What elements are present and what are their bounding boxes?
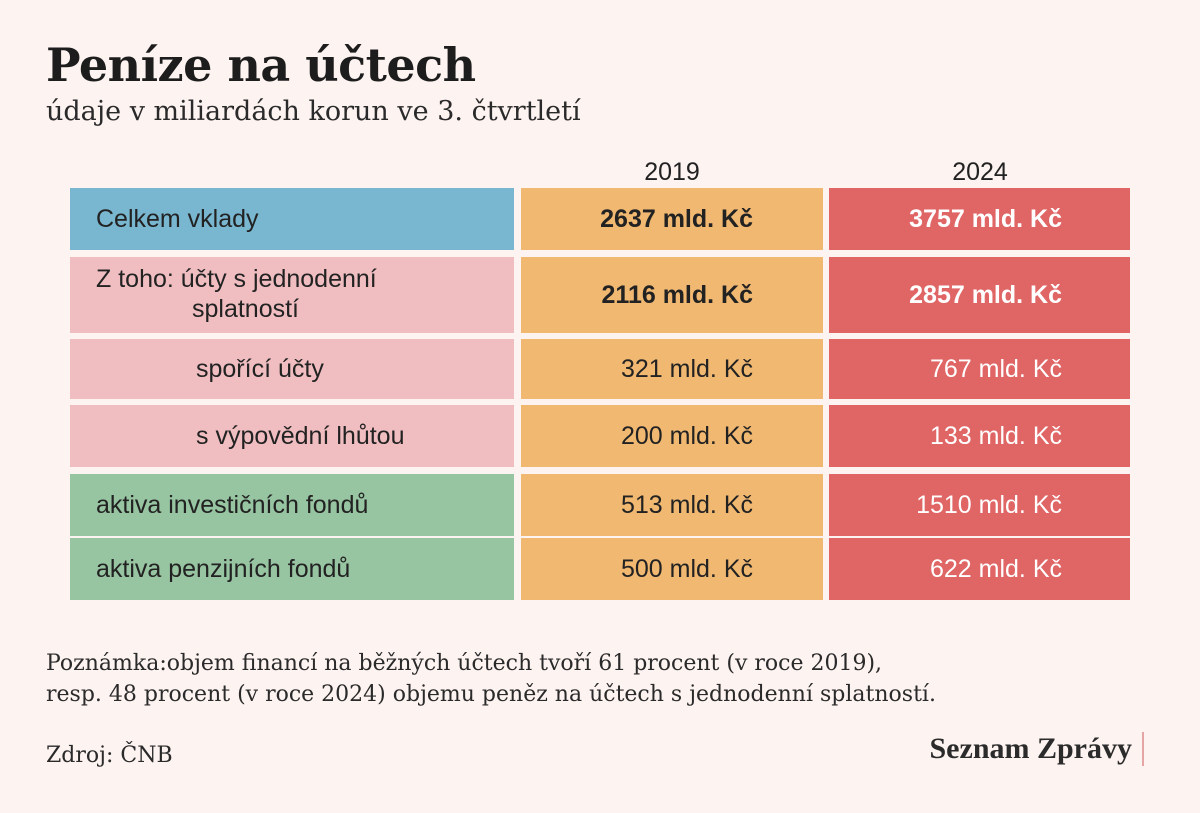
value-2019: 500 mld. Kč bbox=[521, 538, 823, 600]
footnote: Poznámka:objem financí na běžných účtech… bbox=[46, 648, 1146, 710]
value-2024: 133 mld. Kč bbox=[829, 405, 1130, 467]
value-2024: 3757 mld. Kč bbox=[829, 188, 1130, 250]
row-label: spořící účty bbox=[70, 339, 514, 399]
value-2024: 767 mld. Kč bbox=[829, 339, 1130, 399]
value-2019: 200 mld. Kč bbox=[521, 405, 823, 467]
value-2019: 513 mld. Kč bbox=[521, 474, 823, 536]
table-row-vypovedni-lhuta: s výpovědní lhůtou 200 mld. Kč 133 mld. … bbox=[70, 405, 1130, 467]
brand-logo: Seznam Zprávy bbox=[930, 732, 1144, 766]
footnote-line-2: resp. 48 procent (v roce 2024) objemu pe… bbox=[46, 682, 936, 707]
row-label: aktiva penzijních fondů bbox=[70, 538, 514, 600]
column-header-2024: 2024 bbox=[952, 158, 1008, 186]
row-label: s výpovědní lhůtou bbox=[70, 405, 514, 467]
column-header-2019: 2019 bbox=[644, 158, 700, 186]
row-label: Z toho: účty s jednodenní splatností bbox=[70, 257, 514, 333]
value-2024: 2857 mld. Kč bbox=[829, 257, 1130, 333]
chart-title: Peníze na účtech bbox=[46, 38, 476, 92]
chart-subtitle: údaje v miliardách korun ve 3. čtvrtletí bbox=[46, 96, 581, 127]
row-label: aktiva investičních fondů bbox=[70, 474, 514, 536]
table-row-penzijni-fondy: aktiva penzijních fondů 500 mld. Kč 622 … bbox=[70, 538, 1130, 600]
value-2019: 321 mld. Kč bbox=[521, 339, 823, 399]
table-row-sporici-ucty: spořící účty 321 mld. Kč 767 mld. Kč bbox=[70, 339, 1130, 399]
row-label-line-1: Z toho: účty s jednodenní bbox=[96, 265, 377, 293]
value-2024: 1510 mld. Kč bbox=[829, 474, 1130, 536]
source-label: Zdroj: ČNB bbox=[46, 743, 173, 768]
footnote-line-1: Poznámka:objem financí na běžných účtech… bbox=[46, 651, 883, 676]
value-2019: 2637 mld. Kč bbox=[521, 188, 823, 250]
table-row-investicni-fondy: aktiva investičních fondů 513 mld. Kč 15… bbox=[70, 474, 1130, 536]
table-row-jednodenni: Z toho: účty s jednodenní splatností 211… bbox=[70, 257, 1130, 333]
row-label-line-2: splatností bbox=[192, 295, 300, 323]
value-2019: 2116 mld. Kč bbox=[521, 257, 823, 333]
row-label: Celkem vklady bbox=[70, 188, 514, 250]
table-row-celkem-vklady: Celkem vklady 2637 mld. Kč 3757 mld. Kč bbox=[70, 188, 1130, 250]
value-2024: 622 mld. Kč bbox=[829, 538, 1130, 600]
